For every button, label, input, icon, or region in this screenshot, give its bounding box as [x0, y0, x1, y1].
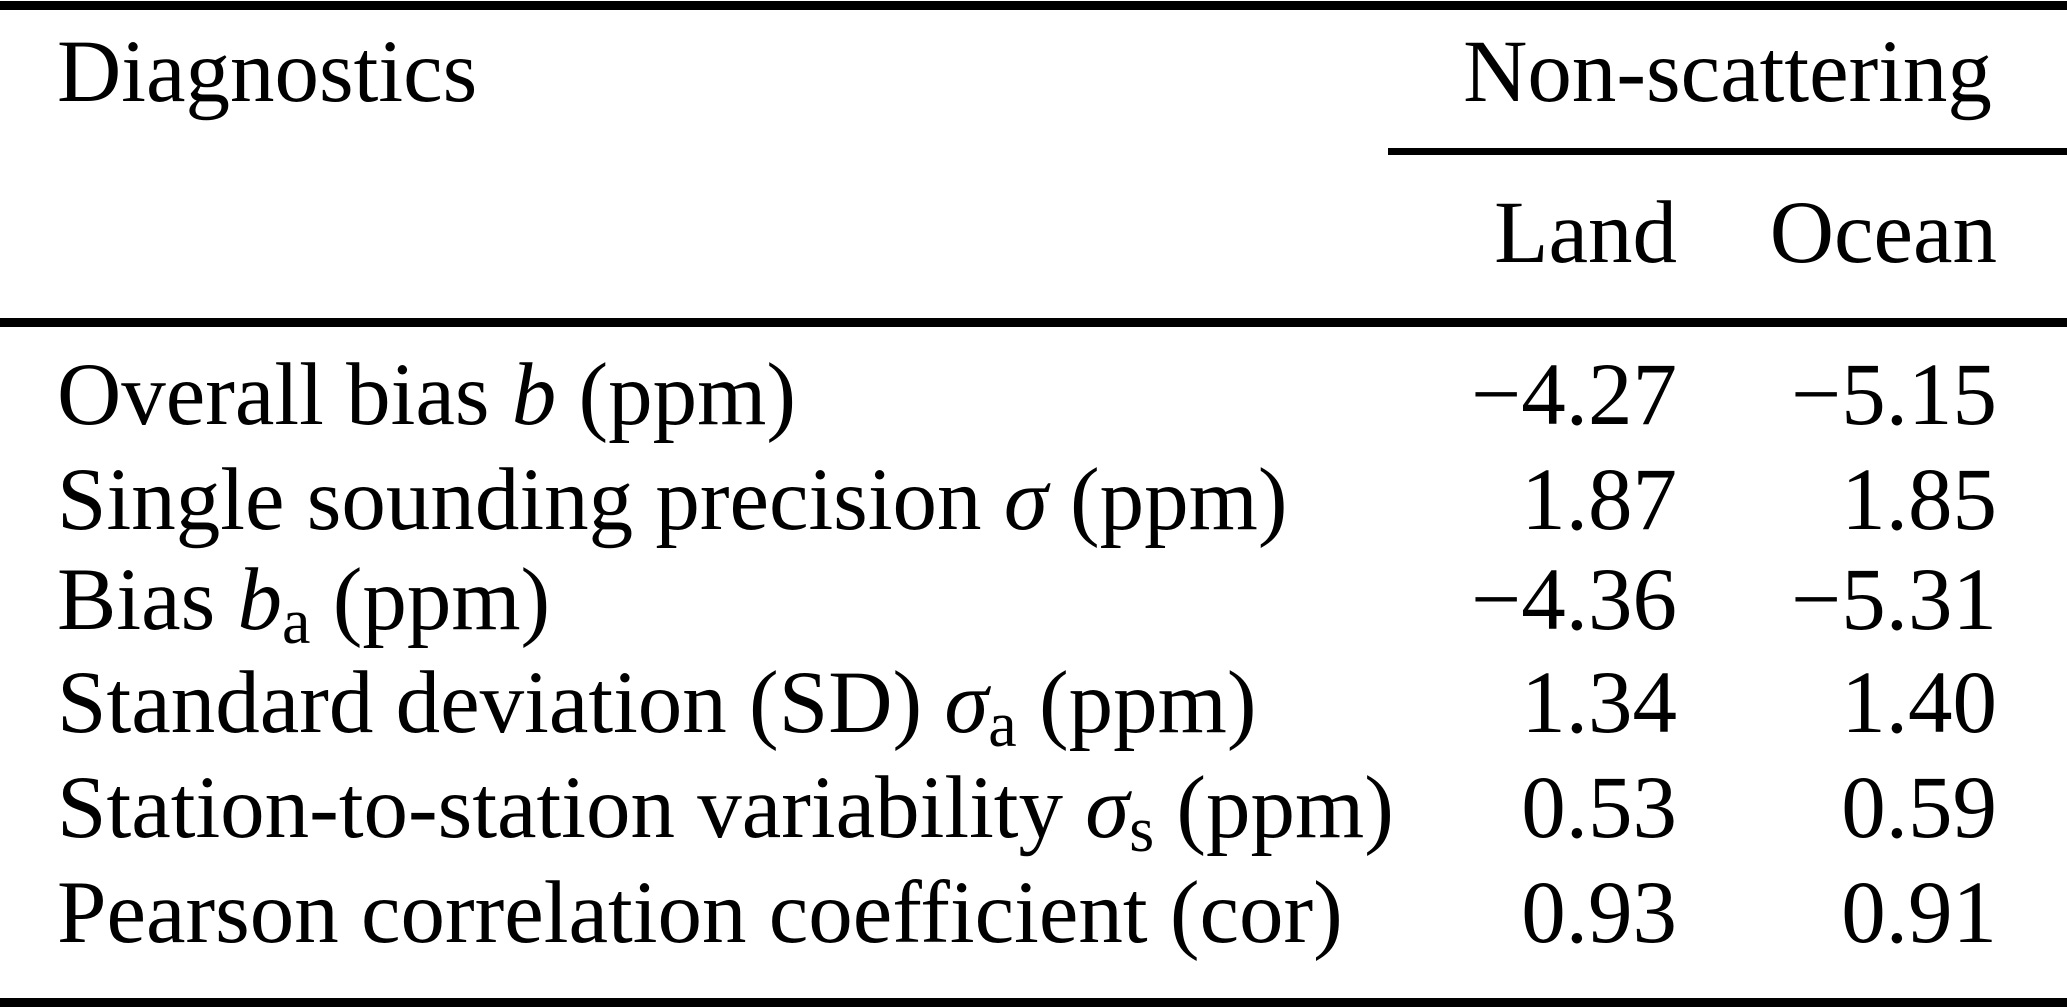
column-header-ocean: Ocean — [1769, 184, 1997, 282]
ocean-value: 0.59 — [1841, 759, 1997, 857]
land-value: −4.36 — [1471, 551, 1677, 649]
row-label: Standard deviation (SD) σa (ppm) — [57, 651, 1257, 757]
diagnostics-header: Diagnostics — [57, 23, 478, 121]
math-subscript: s — [1129, 794, 1155, 866]
label-text: Pearson correlation coefficient (cor) — [57, 864, 1343, 962]
label-text: (ppm) — [1154, 759, 1394, 857]
math-subscript: a — [281, 586, 311, 658]
land-value: 1.34 — [1521, 654, 1677, 752]
land-value: 0.53 — [1521, 759, 1677, 857]
math-symbol: b — [511, 346, 557, 444]
ocean-value: 1.40 — [1841, 654, 1997, 752]
group-header-non-scattering: Non-scattering — [1463, 23, 1992, 121]
math-symbol: b — [237, 551, 282, 649]
label-text: (ppm) — [310, 551, 551, 649]
table-row: Bias ba (ppm) −4.36 −5.31 — [0, 548, 2067, 654]
label-text: Bias — [57, 551, 238, 649]
math-symbol: σ — [944, 654, 989, 752]
group-header-rule — [1388, 148, 2067, 155]
table-row: Standard deviation (SD) σa (ppm) 1.34 1.… — [0, 651, 2067, 757]
row-label: Single sounding precision σ (ppm) — [57, 448, 1287, 552]
land-value: 1.87 — [1521, 451, 1677, 549]
ocean-value: 1.85 — [1841, 451, 1997, 549]
label-text: Station-to-station variability — [57, 759, 1086, 857]
row-label: Overall bias b (ppm) — [57, 343, 796, 447]
label-text: Overall bias — [57, 346, 512, 444]
row-label: Bias ba (ppm) — [57, 548, 551, 654]
ocean-value: −5.15 — [1791, 346, 1997, 444]
land-value: 0.93 — [1521, 864, 1677, 962]
math-subscript: a — [988, 689, 1017, 761]
ocean-value: 0.91 — [1841, 864, 1997, 962]
land-value: −4.27 — [1471, 346, 1677, 444]
table-row: Pearson correlation coefficient (cor) 0.… — [0, 861, 2067, 965]
table-row: Station-to-station variability σs (ppm) … — [0, 756, 2067, 862]
label-text: (ppm) — [1016, 654, 1257, 752]
label-text: (ppm) — [1047, 451, 1288, 549]
table-row: Overall bias b (ppm) −4.27 −5.15 — [0, 343, 2067, 447]
table-row: Single sounding precision σ (ppm) 1.87 1… — [0, 448, 2067, 552]
label-text: Standard deviation (SD) — [57, 654, 945, 752]
column-header-land: Land — [1494, 184, 1677, 282]
top-rule — [0, 1, 2067, 10]
ocean-value: −5.31 — [1791, 551, 1997, 649]
math-symbol: σ — [1003, 451, 1048, 549]
math-symbol: σ — [1085, 759, 1130, 857]
row-label: Pearson correlation coefficient (cor) — [57, 861, 1343, 965]
bottom-rule — [0, 998, 2067, 1007]
row-label: Station-to-station variability σs (ppm) — [57, 756, 1394, 862]
label-text: (ppm) — [556, 346, 796, 444]
label-text: Single sounding precision — [57, 451, 1004, 549]
header-body-rule — [0, 318, 2067, 327]
